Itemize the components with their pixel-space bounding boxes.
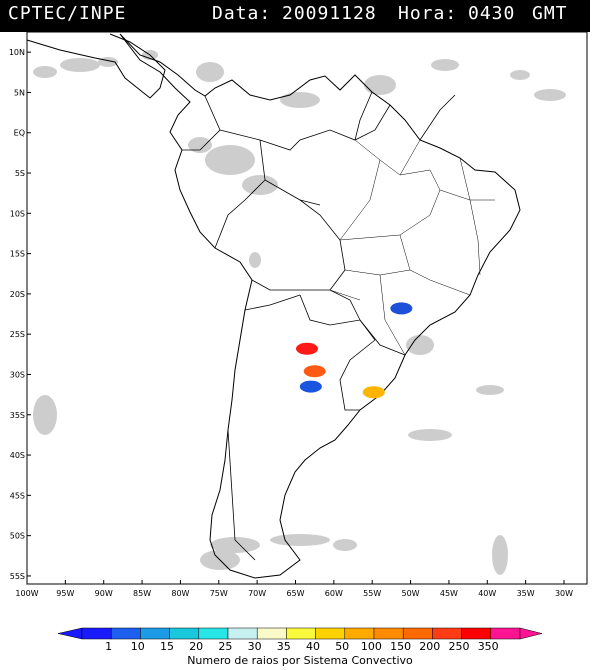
country-borders <box>182 91 456 561</box>
header-source: CPTEC/INPE <box>8 3 127 24</box>
convective-system-system-2 <box>303 365 326 378</box>
convective-system-system-5 <box>390 302 413 315</box>
header-hour-label: Hora: <box>398 3 458 24</box>
colorbar-label: 350 <box>478 640 499 653</box>
colorbar-label: 35 <box>277 640 291 653</box>
colorbar-label: 10 <box>131 640 145 653</box>
lon-label: 85W <box>133 589 151 598</box>
lat-label: 25S <box>10 330 25 339</box>
lat-label: 45S <box>10 491 25 500</box>
lon-label: 80W <box>171 589 189 598</box>
colorbar-label: 1 <box>105 640 112 653</box>
colorbar-swatch <box>286 627 316 640</box>
colorbar-arrow-right <box>519 627 543 640</box>
colorbar-swatch <box>490 627 521 640</box>
colorbar-label: 250 <box>449 640 470 653</box>
colorbar-swatch <box>373 627 404 640</box>
colorbar: 1 10 15 20 25 30 35 40 50 100 150 200 250 350 <box>57 627 543 653</box>
colorbar-label: 20 <box>189 640 203 653</box>
latitude-labels: 10N 5N EQ 5S 10S 15S 20S 25S 30S 35S 40S 45S 50S 55S <box>9 48 31 581</box>
colorbar-swatch <box>344 627 375 640</box>
longitude-labels: 100W 95W 90W 85W 80W 75W 70W 65W 60W 55W 50W 45W 40W… <box>15 580 573 598</box>
lon-label: 65W <box>286 589 304 598</box>
map-header: CPTEC/INPE Data: 20091128 Hora: 0430 GMT <box>0 0 590 32</box>
lon-label: 35W <box>517 589 535 598</box>
colorbar-swatch <box>198 627 229 640</box>
lon-label: 70W <box>248 589 266 598</box>
convective-system-system-1 <box>296 342 318 355</box>
colorbar-swatch <box>81 627 112 640</box>
colorbar-label: 40 <box>306 640 320 653</box>
colorbar-label: 100 <box>361 640 382 653</box>
lon-label: 40W <box>478 589 496 598</box>
lat-label: 5S <box>15 169 25 178</box>
lon-label: 30W <box>555 589 573 598</box>
lat-label: 30S <box>10 370 25 379</box>
lon-label: 95W <box>56 589 74 598</box>
state-borders <box>329 139 495 356</box>
colorbar-swatch <box>140 627 170 640</box>
lat-label: 35S <box>10 411 25 420</box>
colorbar-swatch <box>256 627 287 640</box>
lat-label: 5N <box>14 88 25 97</box>
lat-label: 50S <box>10 532 25 541</box>
colorbar-label: 50 <box>335 640 349 653</box>
lat-label: 10S <box>10 209 25 218</box>
convective-systems <box>296 302 413 399</box>
lon-label: 90W <box>95 589 113 598</box>
lon-label: 100W <box>15 589 38 598</box>
lon-label: 75W <box>210 589 228 598</box>
colorbar-swatch <box>315 627 346 640</box>
lon-label: 60W <box>325 589 343 598</box>
colorbar-swatch <box>461 627 492 640</box>
lat-label: EQ <box>14 129 25 138</box>
colorbar-arrow-left <box>57 627 83 640</box>
colorbar-label: 30 <box>248 640 262 653</box>
colorbar-label: 150 <box>390 640 411 653</box>
colorbar-swatch <box>169 627 200 640</box>
convective-system-system-3 <box>299 380 322 393</box>
lon-label: 50W <box>402 589 420 598</box>
lat-label: 55S <box>10 572 25 581</box>
lon-label: 45W <box>440 589 458 598</box>
colorbar-swatch <box>402 627 433 640</box>
lat-label: 40S <box>10 451 25 460</box>
colorbar-title: Numero de raios por Sistema Convectivo <box>187 654 413 667</box>
header-date-value: 20091128 <box>282 3 377 24</box>
lon-label: 55W <box>363 589 381 598</box>
colorbar-label: 15 <box>160 640 174 653</box>
colorbar-swatch <box>432 627 462 640</box>
colorbar-swatch <box>110 627 141 640</box>
header-date-label: Data: <box>212 3 272 24</box>
map-frame <box>26 31 588 585</box>
colorbar-swatch <box>227 627 258 640</box>
colorbar-label: 200 <box>419 640 440 653</box>
lat-label: 10N <box>9 48 25 57</box>
header-hour-value: 0430 <box>468 3 516 24</box>
header-timezone: GMT <box>532 3 568 24</box>
lat-label: 15S <box>10 250 25 259</box>
colorbar-label: 25 <box>218 640 232 653</box>
cloud-cover <box>33 50 566 575</box>
lat-label: 20S <box>10 290 25 299</box>
convective-system-system-4 <box>362 386 385 399</box>
